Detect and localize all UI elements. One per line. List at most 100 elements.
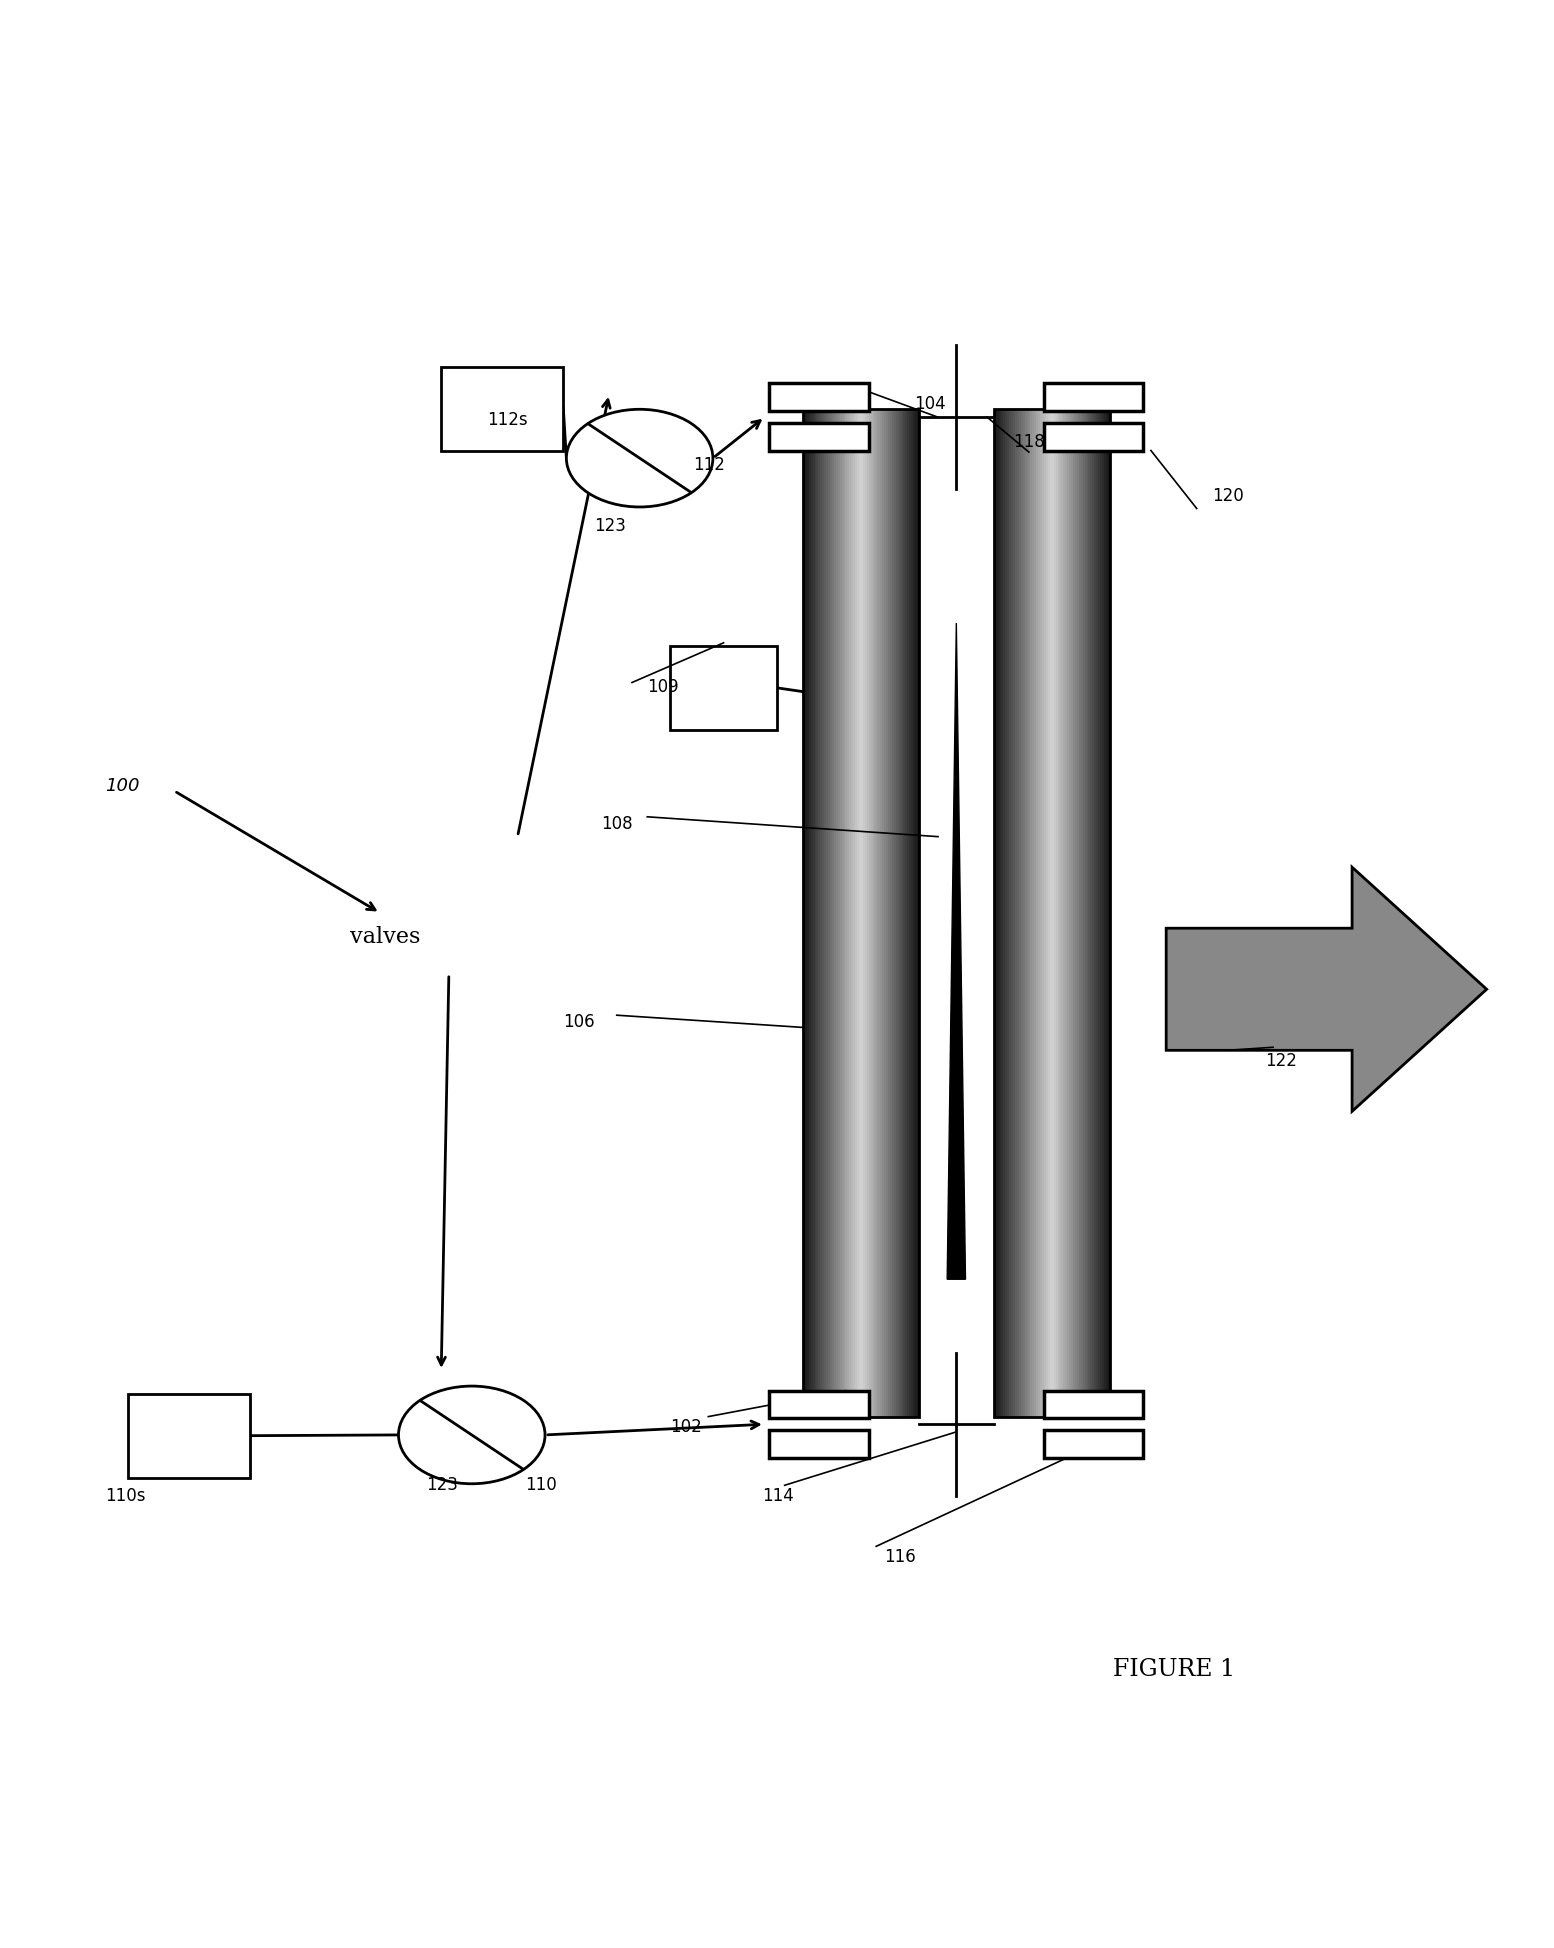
- Bar: [1103, 409, 1106, 1416]
- Bar: [830, 409, 831, 1416]
- Bar: [811, 409, 813, 1416]
- Bar: [914, 409, 915, 1416]
- Bar: [878, 409, 880, 1416]
- Bar: [1071, 409, 1072, 1416]
- Bar: [1021, 409, 1023, 1416]
- Bar: [441, 366, 564, 450]
- Bar: [814, 409, 816, 1416]
- Bar: [828, 409, 830, 1416]
- Bar: [821, 409, 822, 1416]
- Bar: [1009, 409, 1012, 1416]
- Bar: [1044, 423, 1144, 450]
- Bar: [993, 409, 1110, 1416]
- Bar: [1077, 409, 1078, 1416]
- Ellipse shape: [566, 409, 713, 506]
- Bar: [1092, 409, 1094, 1416]
- Bar: [1019, 409, 1021, 1416]
- Bar: [887, 409, 890, 1416]
- Bar: [1064, 409, 1068, 1416]
- Bar: [884, 409, 886, 1416]
- Bar: [855, 409, 858, 1416]
- Text: 112: 112: [693, 456, 724, 475]
- Bar: [1029, 409, 1030, 1416]
- Bar: [1046, 409, 1047, 1416]
- Bar: [1015, 409, 1016, 1416]
- Bar: [895, 409, 898, 1416]
- Bar: [909, 409, 911, 1416]
- Bar: [1001, 409, 1004, 1416]
- Bar: [844, 409, 845, 1416]
- Bar: [670, 647, 777, 730]
- Text: 116: 116: [884, 1547, 915, 1566]
- Bar: [803, 409, 805, 1416]
- Bar: [813, 409, 814, 1416]
- Bar: [1094, 409, 1096, 1416]
- Bar: [1085, 409, 1086, 1416]
- Bar: [1047, 409, 1051, 1416]
- Bar: [1075, 409, 1077, 1416]
- Bar: [1023, 409, 1024, 1416]
- Text: 104: 104: [914, 395, 946, 413]
- Bar: [1083, 409, 1085, 1416]
- Bar: [1080, 409, 1083, 1416]
- Bar: [824, 409, 827, 1416]
- Bar: [1043, 409, 1044, 1416]
- Bar: [807, 409, 808, 1416]
- Bar: [911, 409, 914, 1416]
- Bar: [876, 409, 878, 1416]
- Bar: [1007, 409, 1009, 1416]
- Bar: [1078, 409, 1080, 1416]
- Text: 100: 100: [106, 777, 140, 795]
- Bar: [908, 409, 909, 1416]
- Bar: [872, 409, 875, 1416]
- Bar: [1044, 1391, 1144, 1418]
- Bar: [1096, 409, 1099, 1416]
- Bar: [827, 409, 828, 1416]
- Text: 112s: 112s: [486, 411, 528, 429]
- Bar: [858, 409, 859, 1416]
- Bar: [845, 409, 847, 1416]
- Text: 114: 114: [761, 1486, 794, 1504]
- Bar: [894, 409, 895, 1416]
- Bar: [915, 409, 917, 1416]
- Bar: [898, 409, 900, 1416]
- Bar: [1055, 409, 1058, 1416]
- Text: 123: 123: [426, 1477, 458, 1494]
- Bar: [839, 409, 842, 1416]
- Bar: [822, 409, 824, 1416]
- Bar: [1024, 409, 1027, 1416]
- Bar: [1012, 409, 1013, 1416]
- Bar: [1044, 384, 1144, 411]
- Bar: [1004, 409, 1005, 1416]
- Text: FIGURE 1: FIGURE 1: [1113, 1658, 1235, 1681]
- Bar: [1068, 409, 1069, 1416]
- Bar: [1102, 409, 1103, 1416]
- Bar: [1013, 409, 1015, 1416]
- Bar: [869, 409, 870, 1416]
- Bar: [999, 409, 1001, 1416]
- Text: 123: 123: [594, 518, 626, 536]
- Bar: [1040, 409, 1043, 1416]
- Bar: [862, 409, 866, 1416]
- Ellipse shape: [398, 1387, 545, 1484]
- Bar: [875, 409, 876, 1416]
- Bar: [870, 409, 872, 1416]
- Bar: [831, 409, 834, 1416]
- Bar: [880, 409, 883, 1416]
- Bar: [886, 409, 887, 1416]
- Bar: [129, 1393, 250, 1479]
- Bar: [1054, 409, 1055, 1416]
- Bar: [847, 409, 850, 1416]
- Text: 122: 122: [1265, 1052, 1298, 1069]
- Bar: [1060, 409, 1061, 1416]
- Bar: [769, 423, 869, 450]
- Bar: [769, 384, 869, 411]
- Bar: [1063, 409, 1064, 1416]
- Text: 102: 102: [670, 1418, 702, 1436]
- Text: 109: 109: [648, 678, 679, 695]
- Bar: [1058, 409, 1060, 1416]
- Bar: [769, 1391, 869, 1418]
- Bar: [900, 409, 901, 1416]
- Bar: [1044, 1430, 1144, 1457]
- Text: 110: 110: [525, 1477, 556, 1494]
